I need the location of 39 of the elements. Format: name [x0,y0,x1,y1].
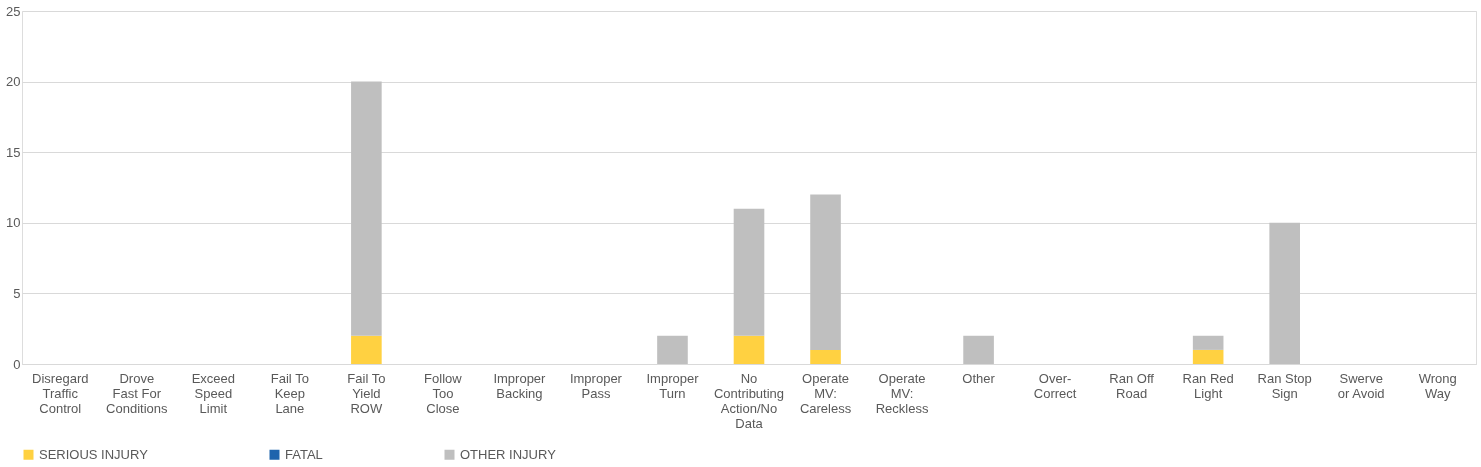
y-tick-label: 10 [6,215,21,231]
x-tick-label: Fail To Keep Lane [270,370,309,416]
bar [733,335,765,364]
bar [810,194,841,350]
legend-label: FATAL [285,446,323,462]
bar [963,335,994,364]
bar [1192,335,1224,350]
legend-label: OTHER INJURY [460,446,557,462]
x-tick-label: Operate MV: Reckless [875,370,929,416]
legend-label: SERIOUS INJURY [39,446,149,462]
y-tick-label: 25 [6,3,21,19]
bar [351,335,382,364]
x-tick-label: Wrong Way [1418,370,1457,401]
bar [1269,222,1300,364]
bar [351,81,382,336]
y-tick-label: 5 [13,285,21,301]
x-tick-label: Follow Too Close [424,370,463,416]
bar [657,335,688,364]
x-tick-label: No Contributing Action/No Data [713,370,785,431]
y-tick-label: 20 [6,74,21,90]
x-tick-label: Swerve or Avoid [1337,370,1385,401]
x-tick-label: Disregard Traffic Control [32,370,89,416]
x-tick-label: Ran Off Road [1109,370,1155,401]
x-tick-label: Fail To Yield ROW [347,370,386,416]
x-tick-label: Over-Correct [1033,370,1077,401]
bar [733,208,765,336]
x-tick-label: Ran Stop Sign [1257,370,1312,401]
x-tick-label: Improper Backing [493,370,547,401]
y-tick-label: 15 [6,144,21,160]
x-tick-label: Operate MV: Careless [799,370,852,416]
x-tick-label: Other [962,370,996,386]
y-tick-label: 0 [13,356,21,372]
x-tick-label: Drove Fast For Conditions [106,370,168,416]
bar [1192,349,1224,364]
x-tick-label: Improper Turn [646,370,700,401]
x-tick-label: Ran Red Light [1182,370,1234,401]
x-tick-label: Exceed Speed Limit [191,370,235,416]
bar [810,349,841,364]
x-tick-label: Improper Pass [569,370,623,401]
